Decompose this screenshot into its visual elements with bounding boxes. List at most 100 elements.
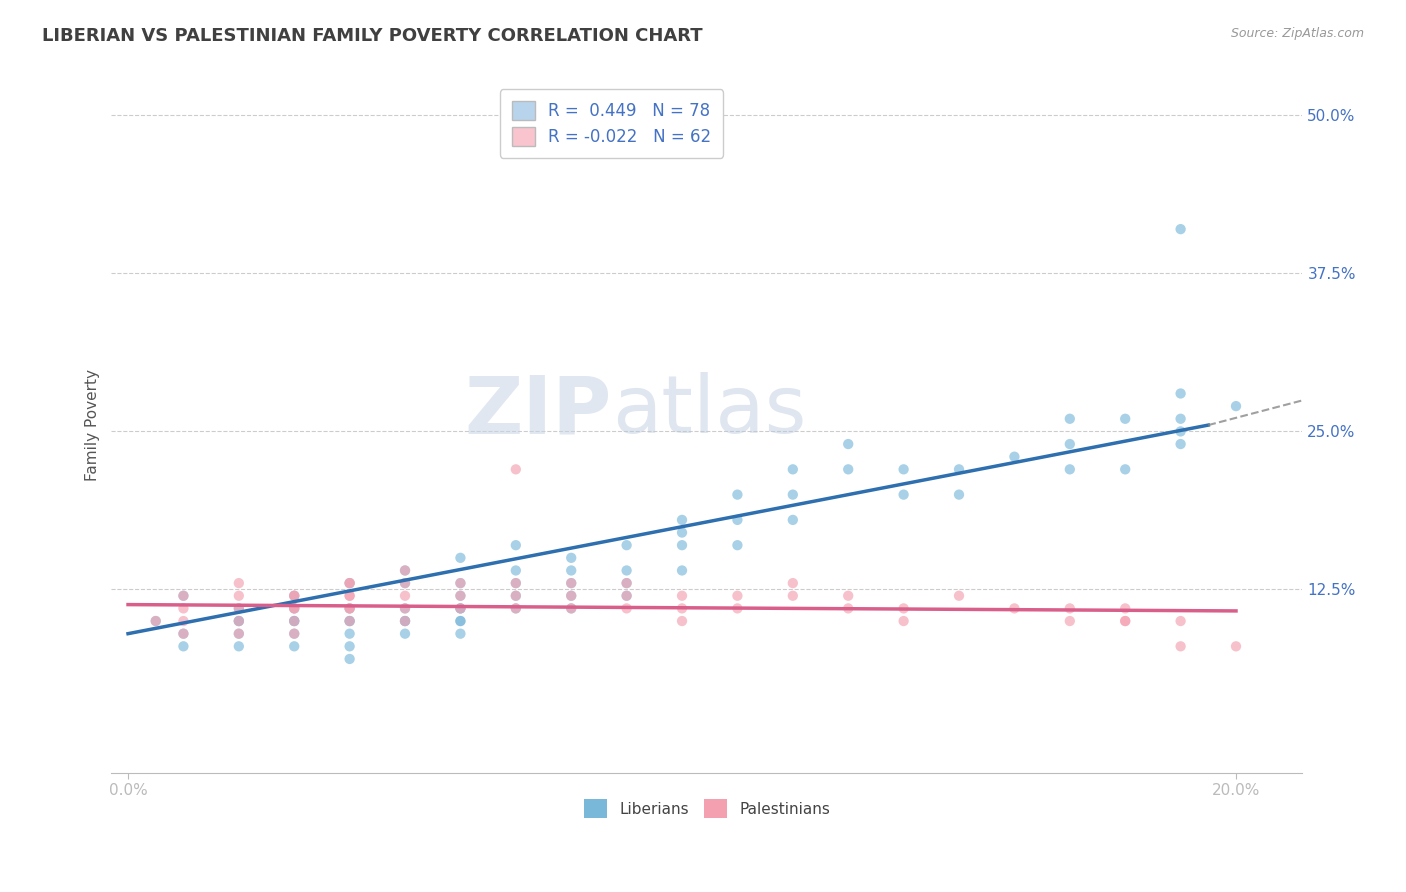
Point — [394, 614, 416, 628]
Text: Source: ZipAtlas.com: Source: ZipAtlas.com — [1230, 27, 1364, 40]
Point — [228, 640, 250, 654]
Point — [616, 601, 638, 615]
Point — [172, 640, 194, 654]
Point — [283, 626, 305, 640]
Point — [283, 601, 305, 615]
Text: LIBERIAN VS PALESTINIAN FAMILY POVERTY CORRELATION CHART: LIBERIAN VS PALESTINIAN FAMILY POVERTY C… — [42, 27, 703, 45]
Point — [394, 564, 416, 578]
Point — [394, 614, 416, 628]
Point — [560, 601, 582, 615]
Point — [394, 564, 416, 578]
Point — [339, 589, 361, 603]
Text: ZIP: ZIP — [464, 372, 612, 450]
Point — [616, 589, 638, 603]
Point — [228, 589, 250, 603]
Point — [1170, 222, 1192, 236]
Legend: Liberians, Palestinians: Liberians, Palestinians — [578, 793, 837, 824]
Point — [283, 589, 305, 603]
Point — [228, 601, 250, 615]
Point — [1059, 411, 1081, 425]
Point — [616, 564, 638, 578]
Point — [560, 589, 582, 603]
Point — [671, 564, 693, 578]
Point — [616, 538, 638, 552]
Point — [228, 626, 250, 640]
Point — [1114, 601, 1136, 615]
Point — [560, 576, 582, 591]
Point — [283, 589, 305, 603]
Point — [449, 601, 471, 615]
Point — [394, 626, 416, 640]
Point — [449, 626, 471, 640]
Point — [893, 614, 915, 628]
Point — [671, 601, 693, 615]
Point — [228, 601, 250, 615]
Point — [339, 601, 361, 615]
Point — [1114, 462, 1136, 476]
Point — [671, 525, 693, 540]
Point — [228, 614, 250, 628]
Point — [1170, 437, 1192, 451]
Point — [1225, 399, 1247, 413]
Point — [172, 589, 194, 603]
Point — [1059, 614, 1081, 628]
Point — [782, 488, 804, 502]
Point — [145, 614, 167, 628]
Point — [782, 576, 804, 591]
Point — [394, 601, 416, 615]
Point — [339, 640, 361, 654]
Point — [505, 462, 527, 476]
Point — [505, 576, 527, 591]
Point — [449, 576, 471, 591]
Point — [837, 437, 859, 451]
Point — [837, 601, 859, 615]
Point — [616, 576, 638, 591]
Point — [671, 538, 693, 552]
Point — [339, 614, 361, 628]
Point — [339, 614, 361, 628]
Point — [449, 614, 471, 628]
Point — [725, 488, 748, 502]
Point — [145, 614, 167, 628]
Point — [228, 626, 250, 640]
Point — [893, 488, 915, 502]
Point — [339, 652, 361, 666]
Point — [893, 462, 915, 476]
Y-axis label: Family Poverty: Family Poverty — [86, 369, 100, 481]
Point — [394, 576, 416, 591]
Point — [782, 589, 804, 603]
Point — [671, 614, 693, 628]
Point — [948, 589, 970, 603]
Point — [1170, 614, 1192, 628]
Point — [505, 538, 527, 552]
Point — [505, 589, 527, 603]
Point — [505, 601, 527, 615]
Point — [505, 601, 527, 615]
Point — [1170, 411, 1192, 425]
Point — [1170, 640, 1192, 654]
Point — [616, 589, 638, 603]
Point — [449, 614, 471, 628]
Point — [283, 614, 305, 628]
Point — [449, 550, 471, 565]
Point — [560, 550, 582, 565]
Point — [725, 589, 748, 603]
Point — [1114, 411, 1136, 425]
Point — [283, 589, 305, 603]
Point — [671, 513, 693, 527]
Point — [228, 614, 250, 628]
Point — [172, 601, 194, 615]
Point — [283, 614, 305, 628]
Point — [560, 564, 582, 578]
Point — [172, 614, 194, 628]
Point — [1059, 437, 1081, 451]
Point — [893, 601, 915, 615]
Point — [560, 601, 582, 615]
Point — [228, 614, 250, 628]
Point — [671, 589, 693, 603]
Point — [283, 640, 305, 654]
Point — [394, 601, 416, 615]
Point — [449, 601, 471, 615]
Point — [1225, 640, 1247, 654]
Point — [948, 462, 970, 476]
